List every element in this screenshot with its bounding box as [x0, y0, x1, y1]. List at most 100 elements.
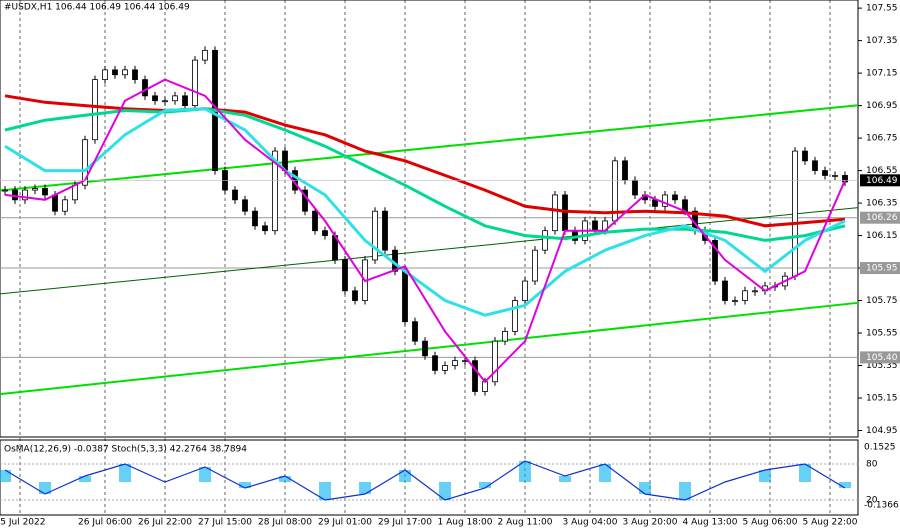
- candle: [192, 59, 198, 106]
- candle: [512, 300, 518, 332]
- osma-bar: [639, 482, 651, 494]
- candle: [812, 160, 818, 171]
- x-tick-label: 29 Jul 17:00: [378, 518, 432, 528]
- osma-bar: [519, 461, 531, 482]
- candle: [262, 225, 268, 232]
- osma-bar: [679, 482, 691, 500]
- candle: [742, 290, 748, 301]
- candle: [532, 249, 538, 282]
- osma-bar: [399, 470, 411, 482]
- candle: [122, 69, 128, 76]
- candle: [472, 360, 478, 392]
- candle: [802, 150, 808, 162]
- candle: [132, 69, 138, 81]
- candle: [32, 188, 38, 191]
- candle: [462, 360, 468, 363]
- x-tick-label: 26 Jul 06:00: [78, 518, 132, 528]
- y-tick-label: 106.15: [866, 231, 898, 241]
- candle: [22, 189, 28, 201]
- candle: [502, 331, 508, 342]
- candle: [712, 240, 718, 282]
- moving-average: [4, 107, 846, 242]
- osma-bar: [599, 464, 611, 482]
- osma-bar: [39, 482, 51, 494]
- candle: [412, 321, 418, 342]
- candle: [312, 210, 318, 232]
- candle: [92, 79, 98, 141]
- candle: [482, 381, 488, 392]
- x-tick-label: 29 Jul 01:00: [318, 518, 372, 528]
- candle: [182, 95, 188, 106]
- candle: [252, 210, 258, 227]
- candle: [142, 79, 148, 97]
- candle: [522, 280, 528, 301]
- y-tick-label: 105.75: [866, 296, 898, 306]
- candle: [662, 194, 668, 207]
- osma-bar: [239, 482, 251, 488]
- candle: [452, 360, 458, 366]
- price-level-label: 105.95: [866, 264, 898, 274]
- indicator-panel: [0, 439, 859, 516]
- stoch-tick-label: 80: [866, 460, 878, 470]
- trend-line: [0, 207, 859, 295]
- candle: [542, 230, 548, 251]
- candle: [442, 365, 448, 371]
- candle: [592, 220, 598, 232]
- candle: [822, 170, 828, 176]
- osma-bar: [279, 476, 291, 482]
- candle: [562, 194, 568, 232]
- candle: [202, 49, 208, 61]
- x-tick-label: 28 Jul 08:00: [258, 518, 312, 528]
- candle: [52, 194, 58, 212]
- osma-max: 0.1525: [864, 443, 896, 453]
- y-tick-label: 106.75: [866, 134, 898, 144]
- candle: [102, 69, 108, 81]
- indicator-label: OsMA(12,26,9) -0.0387 Stoch(5,3,3) 42.27…: [4, 445, 247, 455]
- trend-line: [0, 104, 859, 192]
- osma-bar: [199, 467, 211, 482]
- candle: [732, 300, 738, 302]
- candle: [112, 69, 118, 76]
- current-price-label: 106.49: [866, 176, 898, 186]
- osma-bar: [839, 482, 851, 488]
- osma-bar: [759, 470, 771, 482]
- y-tick-label: 107.15: [866, 69, 898, 79]
- y-tick-label: 107.35: [866, 36, 898, 46]
- y-tick-label: 106.55: [866, 166, 898, 176]
- x-tick-label: 26 Jul 22:00: [138, 518, 192, 528]
- stoch-line: [4, 460, 846, 501]
- x-tick-label: 27 Jul 15:00: [198, 518, 252, 528]
- candle: [372, 210, 378, 261]
- current-price-box: [860, 174, 900, 187]
- osma-bar: [799, 464, 811, 482]
- y-tick-label: 106.35: [866, 199, 898, 209]
- price-level-box: [860, 211, 900, 224]
- osma-bar: [359, 482, 371, 494]
- candle: [272, 150, 278, 232]
- chart-title: #USDX,H1 106.44 106.49 106.44 106.49: [4, 3, 190, 13]
- candle: [402, 270, 408, 323]
- candle: [422, 340, 428, 357]
- price-level-box: [860, 262, 900, 275]
- candle: [752, 290, 758, 293]
- candle: [552, 194, 558, 232]
- candle: [232, 189, 238, 201]
- x-tick-label: 4 Aug 13:00: [683, 518, 738, 528]
- candle: [492, 340, 498, 383]
- candle: [632, 179, 638, 196]
- x-tick-label: 1 Aug 18:00: [438, 518, 493, 528]
- candle: [172, 95, 178, 102]
- candle: [72, 184, 78, 201]
- candle: [622, 160, 628, 181]
- candle: [382, 210, 388, 251]
- candle: [322, 230, 328, 236]
- candle: [342, 259, 348, 292]
- moving-average: [4, 107, 846, 317]
- price-level-box: [860, 351, 900, 364]
- candle: [722, 280, 728, 301]
- x-tick-label: 3 Aug 04:00: [563, 518, 618, 528]
- moving-average: [4, 78, 846, 384]
- y-tick-label: 104.95: [866, 426, 898, 436]
- candle: [302, 189, 308, 212]
